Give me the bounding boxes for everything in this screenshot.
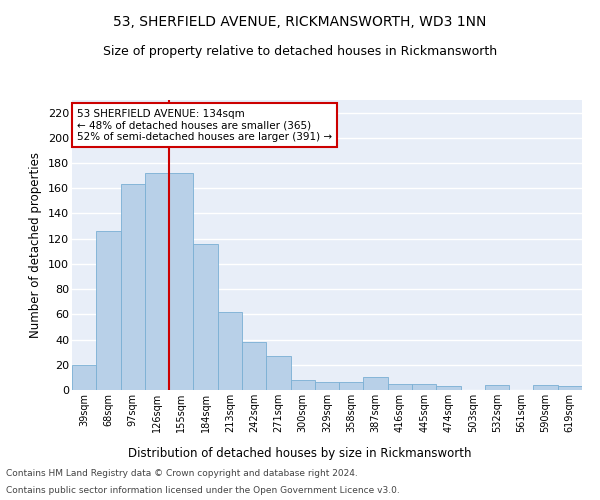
Bar	[72, 365, 96, 390]
Bar	[388, 384, 412, 390]
Text: 53, SHERFIELD AVENUE, RICKMANSWORTH, WD3 1NN: 53, SHERFIELD AVENUE, RICKMANSWORTH, WD3…	[113, 15, 487, 29]
Bar	[558, 386, 582, 390]
Bar	[169, 173, 193, 390]
Text: Distribution of detached houses by size in Rickmansworth: Distribution of detached houses by size …	[128, 448, 472, 460]
Bar	[121, 184, 145, 390]
Y-axis label: Number of detached properties: Number of detached properties	[29, 152, 43, 338]
Bar	[412, 384, 436, 390]
Bar	[242, 342, 266, 390]
Bar	[96, 231, 121, 390]
Text: 53 SHERFIELD AVENUE: 134sqm
← 48% of detached houses are smaller (365)
52% of se: 53 SHERFIELD AVENUE: 134sqm ← 48% of det…	[77, 108, 332, 142]
Text: Contains HM Land Registry data © Crown copyright and database right 2024.: Contains HM Land Registry data © Crown c…	[6, 468, 358, 477]
Text: Contains public sector information licensed under the Open Government Licence v3: Contains public sector information licen…	[6, 486, 400, 495]
Bar	[339, 382, 364, 390]
Bar	[364, 378, 388, 390]
Bar	[218, 312, 242, 390]
Bar	[485, 385, 509, 390]
Bar	[193, 244, 218, 390]
Bar	[290, 380, 315, 390]
Text: Size of property relative to detached houses in Rickmansworth: Size of property relative to detached ho…	[103, 45, 497, 58]
Bar	[533, 385, 558, 390]
Bar	[436, 386, 461, 390]
Bar	[145, 173, 169, 390]
Bar	[315, 382, 339, 390]
Bar	[266, 356, 290, 390]
